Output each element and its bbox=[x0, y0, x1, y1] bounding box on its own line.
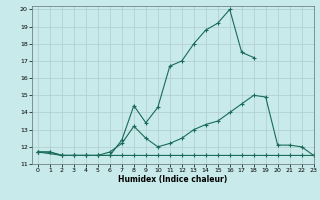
X-axis label: Humidex (Indice chaleur): Humidex (Indice chaleur) bbox=[118, 175, 228, 184]
